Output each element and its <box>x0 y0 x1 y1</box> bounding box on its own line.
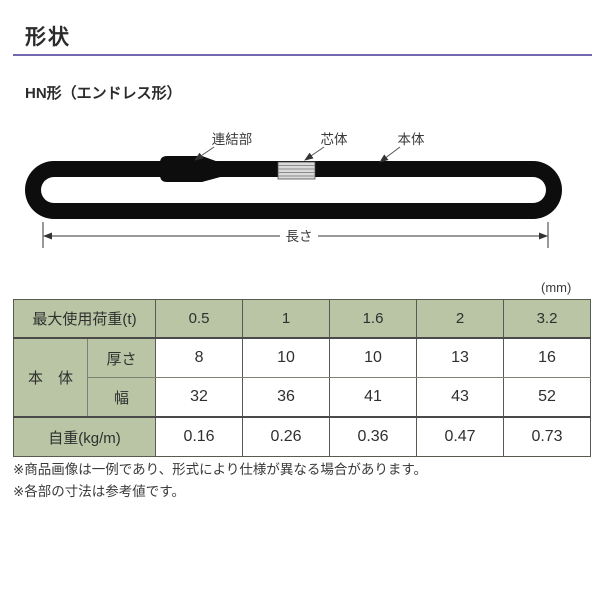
width-value: 52 <box>503 377 592 418</box>
table-row: 本 体 厚さ 8 10 10 13 16 <box>13 337 592 418</box>
table-row: 幅 32 36 41 43 52 <box>14 377 592 418</box>
sling-loop <box>25 161 562 219</box>
width-value: 41 <box>329 377 418 418</box>
table-row: 最大使用荷重(t) 0.5 1 1.6 2 3.2 <box>12 299 592 339</box>
thickness-value: 16 <box>503 337 592 378</box>
model-subtitle: HN形（エンドレス形） <box>25 85 182 102</box>
load-value: 1.6 <box>329 299 418 339</box>
thickness-value: 10 <box>242 337 331 378</box>
body-label: 本体 <box>398 132 425 147</box>
footnote: ※各部の寸法は参考値です。 <box>13 484 185 499</box>
page-title: 形状 <box>25 26 71 49</box>
weight-value: 0.73 <box>503 416 592 457</box>
core-section <box>277 161 316 180</box>
connector-leader-line <box>194 146 215 161</box>
core-label: 芯体 <box>321 132 348 147</box>
weight-value: 0.36 <box>329 416 418 457</box>
thickness-value: 13 <box>416 337 505 378</box>
weight-value: 0.47 <box>416 416 505 457</box>
unit-weight-label: 自重(kg/m) <box>12 416 157 457</box>
body-leader-line <box>379 146 401 163</box>
spec-table: 最大使用荷重(t) 0.5 1 1.6 2 3.2 本 体 厚さ 8 10 10… <box>12 299 592 457</box>
load-value: 1 <box>242 299 331 339</box>
weight-value: 0.16 <box>155 416 244 457</box>
endless-sling-diagram: 連結部 芯体 本体 長さ <box>25 132 562 248</box>
width-label: 幅 <box>86 377 157 418</box>
table-row: 自重(kg/m) 0.16 0.26 0.36 0.47 0.73 <box>12 416 592 457</box>
weight-value: 0.26 <box>242 416 331 457</box>
connector-label: 連結部 <box>212 132 253 147</box>
connector-sleeve <box>160 156 224 182</box>
body-group-label: 本 体 <box>13 337 88 418</box>
load-value: 0.5 <box>155 299 244 339</box>
unit-note: (mm) <box>541 280 572 295</box>
footnote: ※商品画像は一例であり、形式により仕様が異なる場合があります。 <box>13 462 428 477</box>
width-value: 36 <box>242 377 331 418</box>
width-value: 43 <box>416 377 505 418</box>
title-underline <box>13 54 592 56</box>
length-dimension: 長さ <box>42 222 549 248</box>
width-value: 32 <box>155 377 244 418</box>
max-load-header: 最大使用荷重(t) <box>12 299 157 339</box>
length-label: 長さ <box>286 229 313 244</box>
core-leader-line <box>304 146 325 161</box>
load-value: 2 <box>416 299 505 339</box>
footnotes: ※商品画像は一例であり、形式により仕様が異なる場合があります。 ※各部の寸法は参… <box>13 459 427 503</box>
thickness-label: 厚さ <box>86 337 157 378</box>
thickness-value: 10 <box>329 337 418 378</box>
load-value: 3.2 <box>503 299 592 339</box>
thickness-value: 8 <box>155 337 244 378</box>
